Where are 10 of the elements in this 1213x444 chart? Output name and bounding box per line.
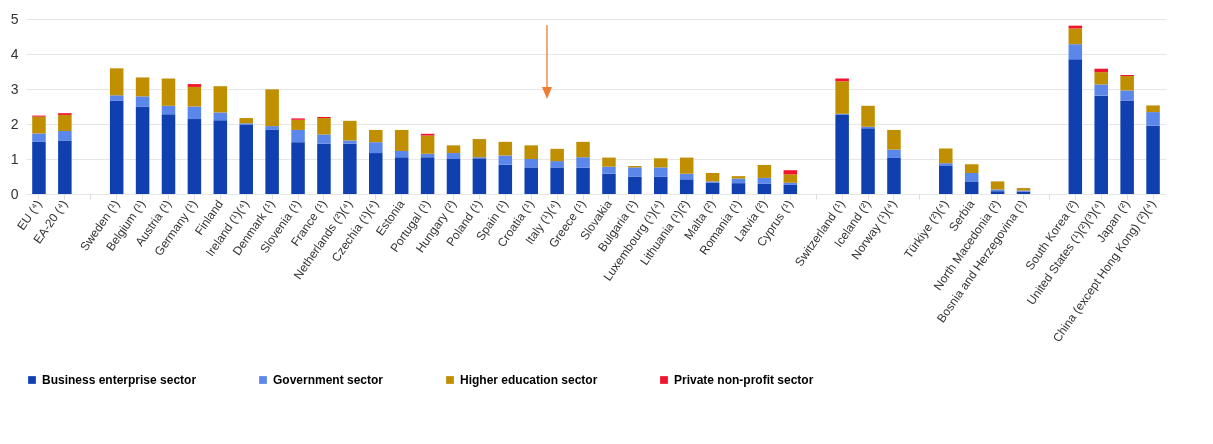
y-tick-label: 0 [10, 185, 19, 202]
legend-label: Business enterprise sector [42, 373, 197, 387]
legend-label: Private non-profit sector [674, 373, 814, 387]
y-tick-label: 4 [10, 45, 19, 62]
y-tick-label: 2 [10, 115, 19, 132]
legend-label: Higher education sector [460, 373, 598, 387]
y-tick-label: 1 [10, 150, 19, 167]
y-tick-label: 3 [10, 80, 19, 97]
legend-label: Government sector [273, 373, 384, 387]
y-tick-label: 5 [10, 10, 19, 27]
